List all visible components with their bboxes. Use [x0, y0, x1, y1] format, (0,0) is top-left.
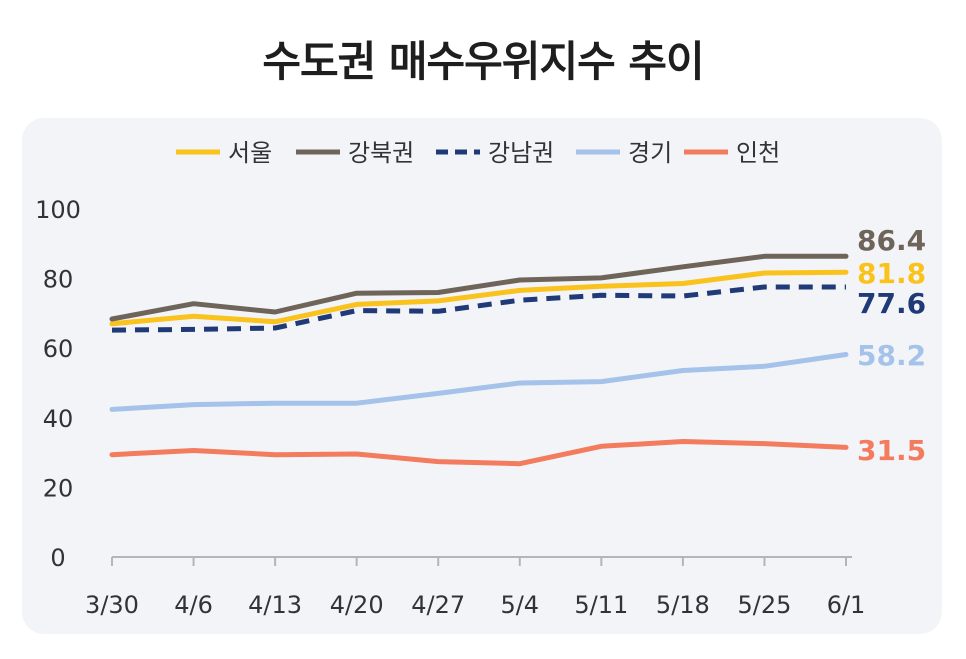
- y-tick-label: 100: [35, 196, 81, 224]
- legend-label-강북권: 강북권: [348, 139, 414, 167]
- end-label-인천: 31.5: [857, 434, 926, 467]
- legend: 서울 강북권 강남권 경기 인천: [176, 139, 780, 167]
- series-line-서울: [109, 269, 849, 327]
- y-tick-label: 0: [50, 544, 65, 572]
- x-tick-label: 5/25: [737, 591, 791, 619]
- end-label-서울: 81.8: [857, 257, 926, 290]
- x-tick-label: 3/30: [85, 591, 139, 619]
- chart-title: 수도권 매수우위지수 추이: [262, 37, 704, 86]
- y-tick-label: 80: [43, 266, 74, 294]
- y-axis: 0 20 40 60 80 100: [35, 196, 81, 572]
- legend-label-강남권: 강남권: [488, 139, 554, 167]
- x-tick-label: 6/1: [827, 591, 866, 619]
- end-label-강북권: 86.4: [857, 224, 926, 257]
- legend-label-경기: 경기: [628, 139, 672, 167]
- chart-panel: [22, 118, 942, 634]
- x-axis: 3/30 4/6 4/13 4/20 4/27 5/4 5/11 5/18 5/25 6/1: [85, 556, 866, 619]
- y-tick-label: 20: [43, 474, 74, 502]
- end-label-경기: 58.2: [857, 339, 926, 372]
- x-tick-label: 4/27: [411, 591, 465, 619]
- x-tick-label: 4/20: [330, 591, 384, 619]
- end-labels: 81.886.4 77.6 58.2 31.5: [857, 224, 926, 467]
- end-label-강남권: 77.6: [857, 287, 926, 320]
- y-tick-label: 60: [43, 335, 74, 363]
- x-tick-label: 5/4: [500, 591, 539, 619]
- series-line-인천: [109, 439, 849, 467]
- series-line-강남권: [111, 284, 846, 333]
- series-lines: [109, 253, 849, 467]
- legend-label-서울: 서울: [228, 139, 272, 167]
- x-tick-label: 5/11: [574, 591, 628, 619]
- legend-label-인천: 인천: [736, 139, 780, 167]
- x-tick-label: 5/18: [656, 591, 710, 619]
- x-tick-label: 4/6: [174, 591, 213, 619]
- series-line-강북권: [109, 253, 849, 322]
- y-tick-label: 40: [43, 405, 74, 433]
- x-tick-label: 4/13: [248, 591, 302, 619]
- series-line-경기: [109, 352, 849, 412]
